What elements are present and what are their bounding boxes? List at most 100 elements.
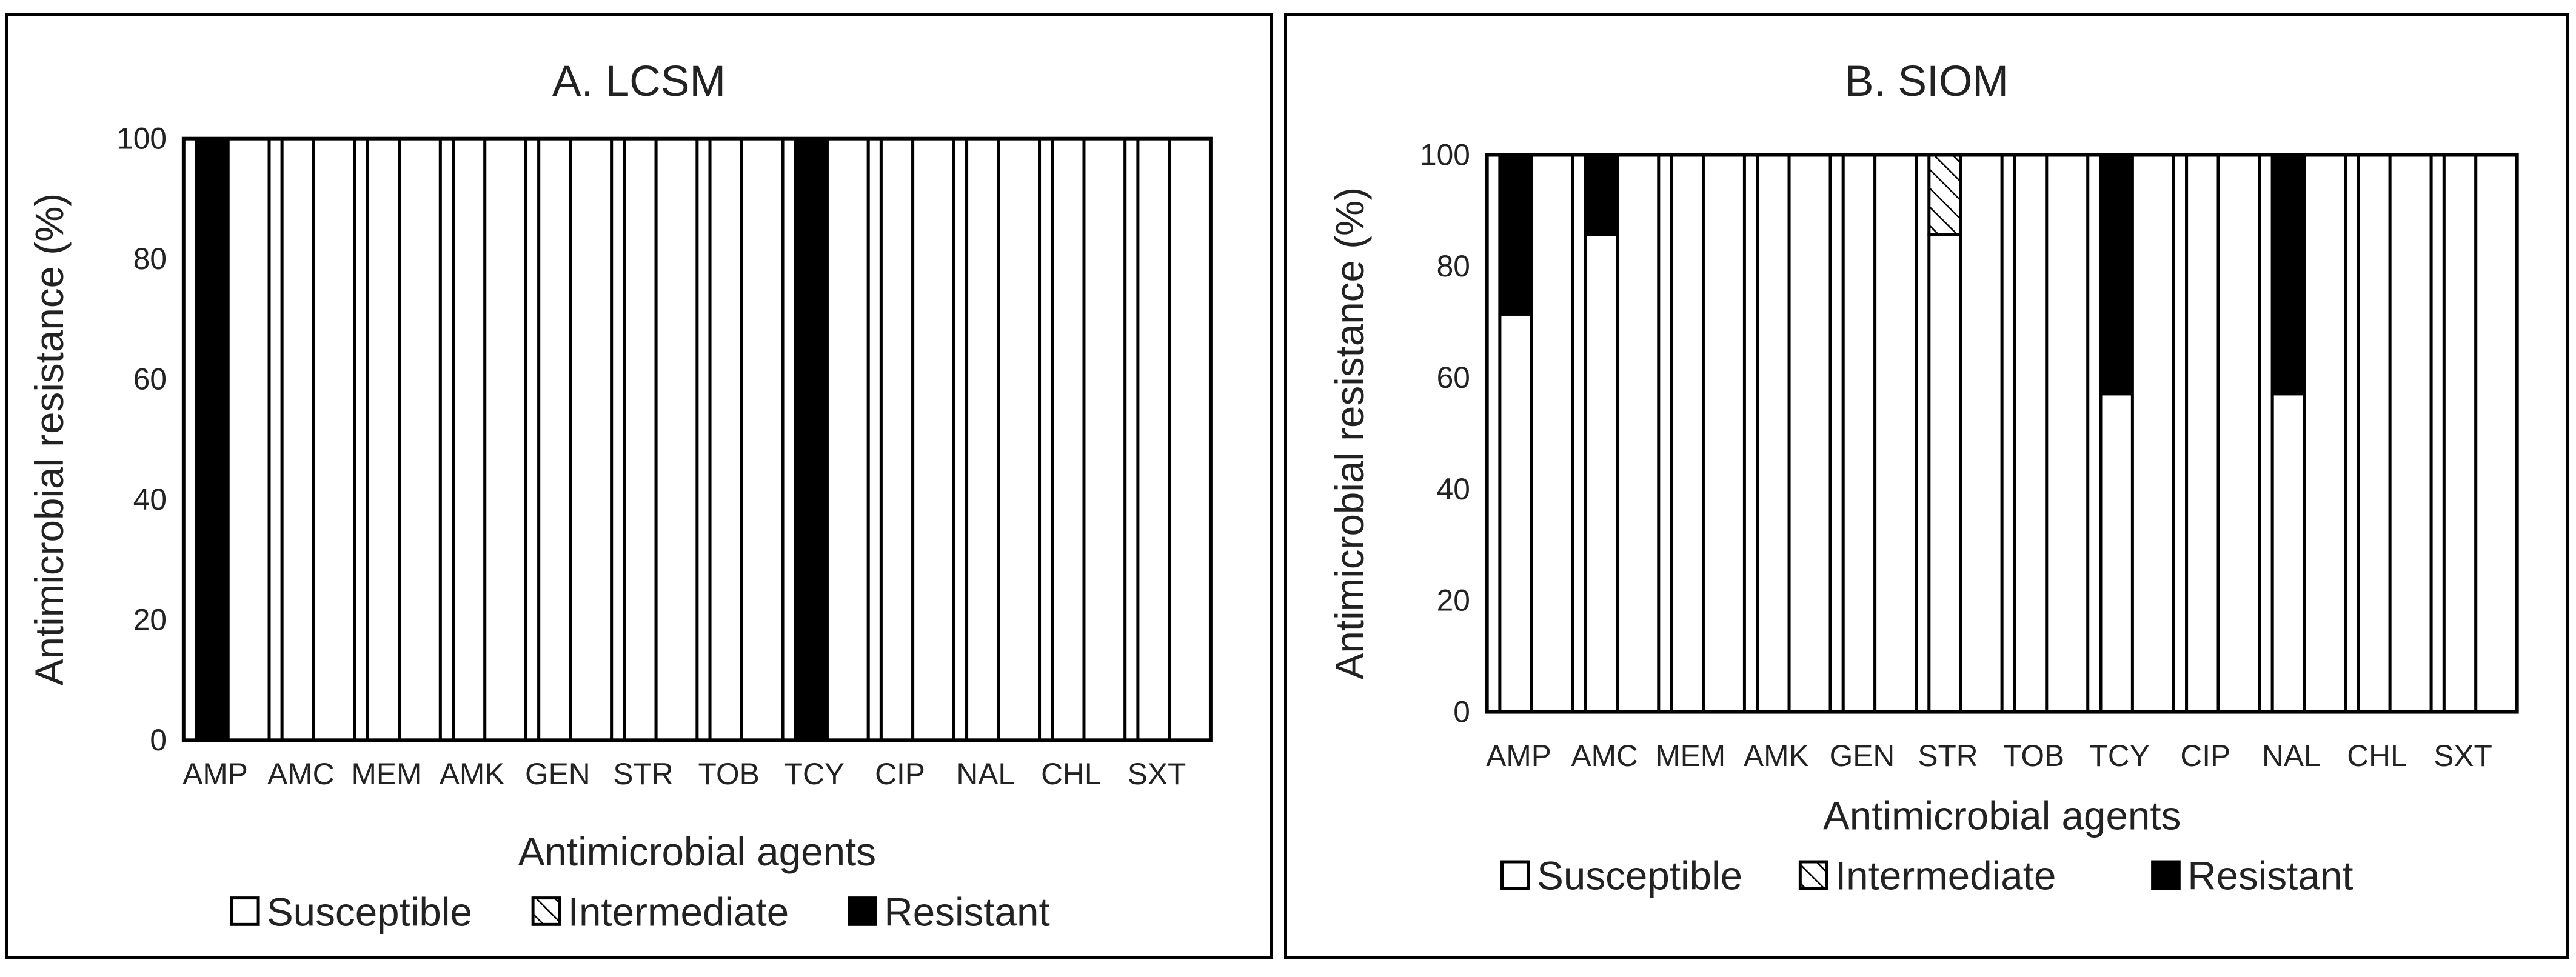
column-divider — [312, 137, 356, 742]
bar-resistant — [794, 137, 829, 742]
y-tick-label: 80 — [133, 242, 167, 276]
column-divider — [267, 137, 284, 742]
x-tick-label: MEM — [1655, 739, 1725, 773]
y-tick-label: 40 — [1437, 472, 1470, 506]
bar-resistant — [2270, 153, 2306, 396]
column-divider — [1571, 153, 1587, 714]
legend-label-susceptible: Susceptible — [267, 890, 472, 934]
legend-swatch-resistant — [848, 896, 877, 926]
column-divider — [2303, 153, 2347, 714]
x-tick-label: AMC — [267, 757, 334, 791]
bar-intermediate — [1927, 153, 1962, 236]
column-divider — [911, 137, 955, 742]
x-tick-label: SXT — [1128, 757, 1186, 791]
column-divider — [952, 137, 969, 742]
y-tick-label: 40 — [133, 482, 167, 516]
column-divider — [2045, 153, 2090, 714]
plot-frame — [1485, 153, 2519, 714]
column-divider — [1915, 153, 1931, 714]
bar-susceptible — [2357, 153, 2392, 714]
column-divider — [1787, 153, 1832, 714]
bar-susceptible — [2442, 153, 2478, 714]
chart-panel-b: B. SIOM 0 20 40 60 80 100 Antimicrobial resista… — [1284, 13, 2569, 959]
y-tick-label: 100 — [1420, 138, 1470, 172]
chart-b: B. SIOM 0 20 40 60 80 100 Antimicrobial resista… — [1328, 57, 2519, 898]
column-divider — [997, 137, 1042, 742]
column-divider — [524, 137, 541, 742]
column-divider — [483, 137, 528, 742]
x-tick-label: TCY — [785, 757, 845, 791]
bar-susceptible — [879, 137, 915, 742]
column-divider — [1616, 153, 1661, 714]
bar-susceptible — [1670, 153, 1705, 714]
x-tick-label: CHL — [1041, 757, 1101, 791]
bar-susceptible — [366, 137, 401, 742]
bar-susceptible — [1841, 153, 1877, 714]
column-divider — [695, 137, 712, 742]
column-divider — [781, 137, 797, 742]
column-divider — [1485, 153, 1502, 714]
bar-susceptible — [1051, 137, 1086, 742]
legend-swatch-intermediate — [1798, 860, 1828, 890]
y-tick-label: 20 — [133, 603, 167, 637]
column-divider — [2216, 153, 2261, 714]
column-divider — [1082, 137, 1127, 742]
x-tick-label: CIP — [875, 757, 925, 791]
x-tick-label: TOB — [2003, 739, 2064, 773]
bar-susceptible — [1756, 153, 1791, 714]
column-divider — [226, 137, 271, 742]
x-tick-label: TCY — [2090, 739, 2150, 773]
bar-resistant — [2099, 153, 2134, 396]
bar-susceptible — [2270, 392, 2306, 714]
x-tick-label: GEN — [525, 757, 590, 791]
x-tick-label: AMP — [182, 757, 248, 791]
column-divider — [2130, 153, 2175, 714]
legend-label-intermediate: Intermediate — [568, 890, 789, 934]
x-tick-label: STR — [1918, 739, 1978, 773]
x-axis-label: Antimicrobial agents — [518, 830, 876, 874]
column-divider — [1828, 153, 1845, 714]
y-tick-label: 0 — [150, 723, 167, 757]
y-tick-label: 80 — [1437, 249, 1470, 283]
column-divider — [825, 137, 870, 742]
x-axis-label: Antimicrobial agents — [1823, 793, 2181, 838]
x-tick-label: AMK — [1744, 739, 1809, 773]
x-tick-label: NAL — [956, 757, 1015, 791]
bar-susceptible — [623, 137, 658, 742]
column-divider — [1123, 137, 1140, 742]
legend-label-susceptible: Susceptible — [1537, 854, 1742, 898]
chart-title: B. SIOM — [1845, 57, 2009, 105]
y-tick-label: 60 — [1437, 361, 1470, 395]
bar-susceptible — [1584, 233, 1619, 714]
y-tick-label: 0 — [1453, 695, 1470, 729]
x-tick-label: CIP — [2180, 739, 2230, 773]
x-tick-label: AMC — [1571, 739, 1638, 773]
column-divider — [2258, 153, 2274, 714]
column-divider — [866, 137, 883, 742]
y-axis-label: Antimicrobial resistance (%) — [27, 193, 72, 686]
bar-susceptible — [280, 137, 315, 742]
x-tick-label: AMK — [440, 757, 505, 791]
bar-susceptible — [452, 137, 487, 742]
chart-title: A. LCSM — [552, 57, 726, 105]
column-divider — [182, 137, 198, 742]
bar-resistant — [1498, 153, 1533, 316]
chart-panel-a: A. LCSM 0 20 40 60 80 100 Antimicrobial resista… — [5, 13, 1273, 959]
bar-susceptible — [1927, 233, 1962, 714]
bar-resistant — [195, 137, 230, 742]
y-axis-label: Antimicrobial resistance (%) — [1328, 187, 1372, 680]
column-divider — [1657, 153, 1673, 714]
column-divider — [740, 137, 785, 742]
bar-susceptible — [2099, 392, 2134, 714]
x-tick-label: CHL — [2347, 739, 2407, 773]
bar-susceptible — [537, 137, 572, 742]
x-tick-label: TOB — [698, 757, 760, 791]
column-divider — [610, 137, 626, 742]
x-tick-label: GEN — [1830, 739, 1895, 773]
column-divider — [398, 137, 442, 742]
column-divider — [2172, 153, 2189, 714]
column-divider — [2429, 153, 2446, 714]
bar-susceptible — [965, 137, 1000, 742]
column-divider — [1038, 137, 1054, 742]
x-tick-label: MEM — [352, 757, 422, 791]
